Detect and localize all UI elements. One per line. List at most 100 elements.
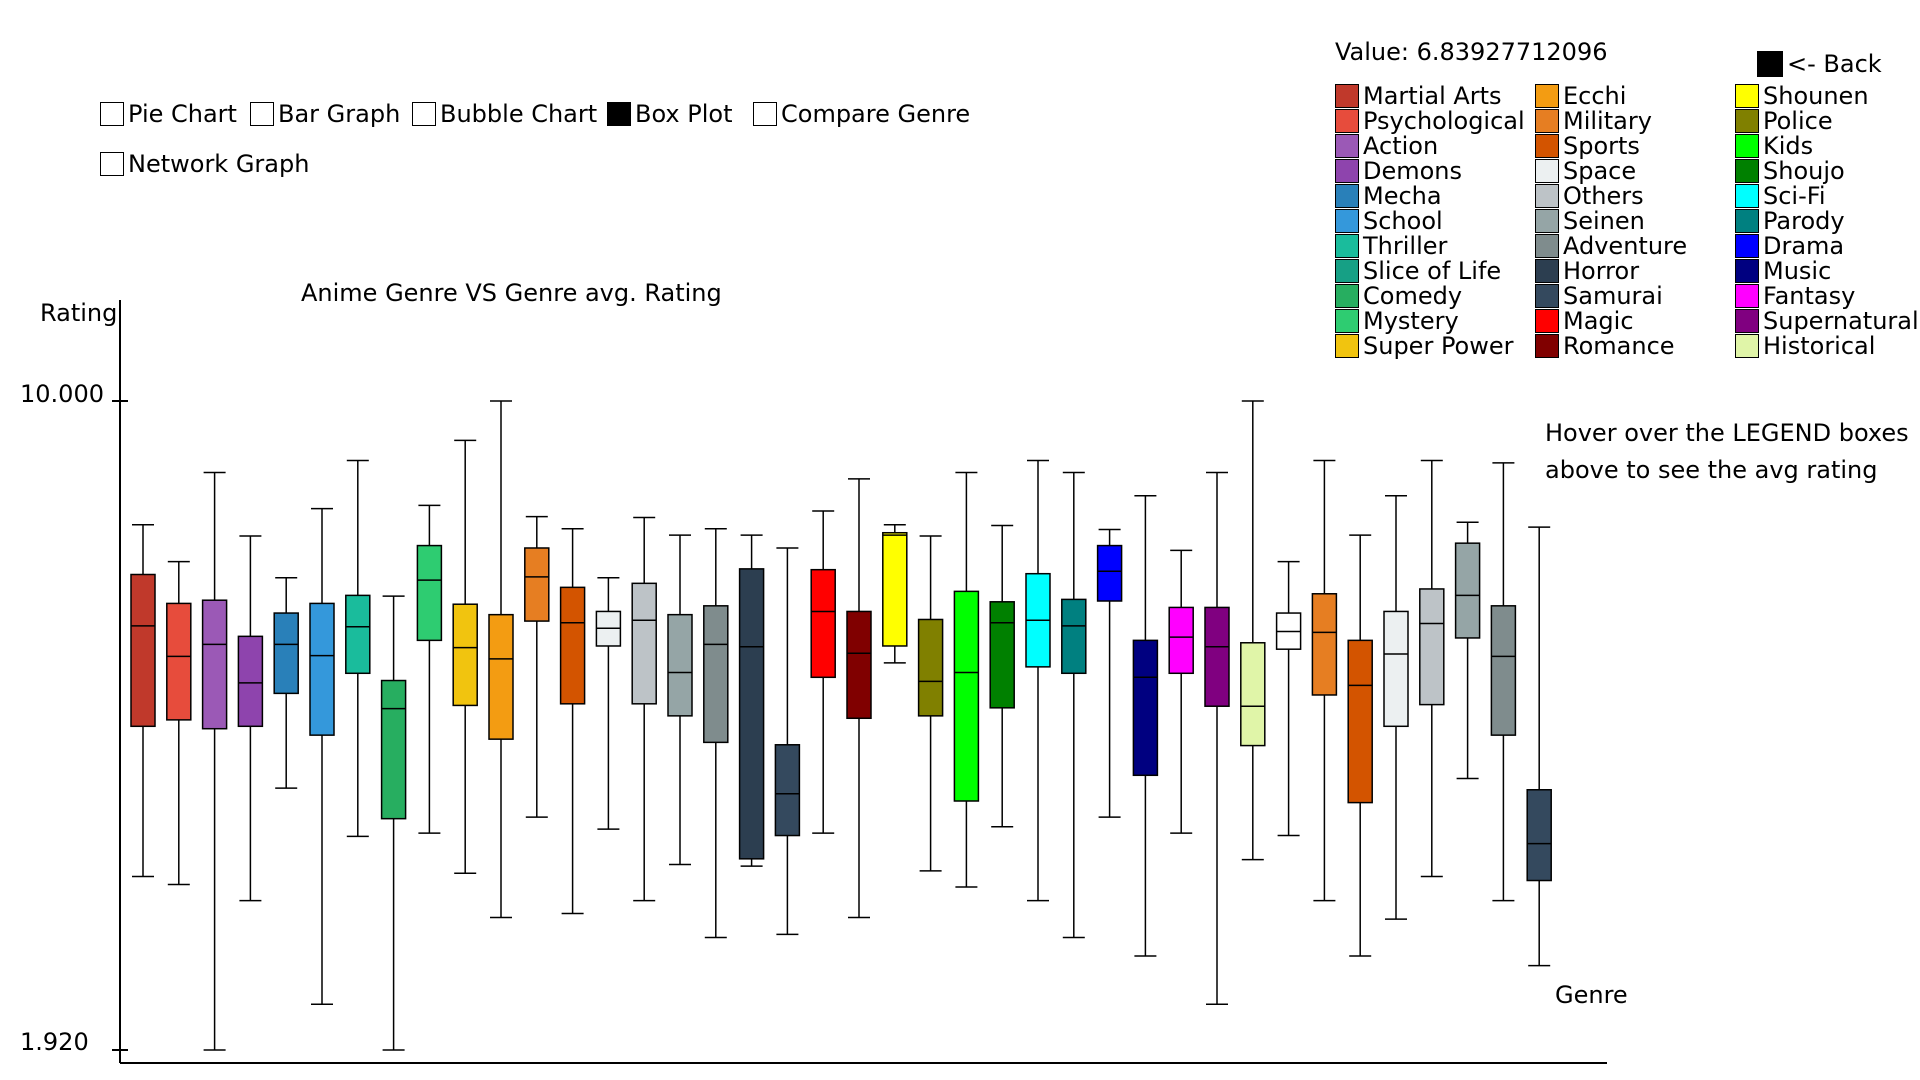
legend-swatch[interactable] — [1735, 208, 1759, 233]
network-graph-checkbox[interactable] — [100, 152, 124, 176]
pie-chart-checkbox[interactable] — [100, 102, 124, 126]
legend-label: Drama — [1763, 231, 1845, 260]
legend-item[interactable]: Shoujo — [1735, 157, 1845, 185]
legend-item[interactable]: Slice of Life — [1335, 256, 1502, 285]
legend-label: Slice of Life — [1363, 256, 1502, 285]
box-iqr — [559, 586, 586, 705]
legend-swatch[interactable] — [1335, 83, 1359, 108]
legend-swatch[interactable] — [1335, 283, 1359, 308]
legend-item[interactable]: Demons — [1335, 157, 1462, 185]
nav-pie-chart[interactable]: Pie Chart — [100, 100, 237, 128]
legend-swatch[interactable] — [1535, 183, 1559, 208]
legend-swatch[interactable] — [1535, 158, 1559, 183]
legend-item[interactable]: Romance — [1535, 332, 1675, 360]
legend-label: Sci-Fi — [1763, 181, 1826, 210]
legend-item[interactable]: Magic — [1535, 307, 1634, 335]
legend-item[interactable]: Comedy — [1335, 282, 1462, 310]
nav-compare-genre[interactable]: Compare Genre — [753, 100, 970, 128]
legend-swatch[interactable] — [1335, 208, 1359, 233]
legend-label: Police — [1763, 106, 1833, 135]
box-iqr — [1061, 598, 1087, 675]
legend-swatch[interactable] — [1735, 133, 1759, 158]
legend-swatch[interactable] — [1735, 258, 1759, 283]
legend-item[interactable]: Supernatural — [1735, 307, 1919, 335]
box-iqr — [130, 573, 156, 728]
legend-item[interactable]: Sci-Fi — [1735, 181, 1826, 210]
legend-item[interactable]: Shounen — [1735, 82, 1869, 110]
legend-item[interactable]: Ecchi — [1535, 82, 1626, 110]
legend-item[interactable]: Horror — [1535, 256, 1640, 285]
legend-swatch[interactable] — [1335, 308, 1359, 333]
legend-item[interactable]: Super Power — [1335, 332, 1514, 360]
nav-box-plot[interactable]: Box Plot — [607, 100, 732, 128]
box-iqr — [1454, 542, 1481, 639]
legend-swatch[interactable] — [1335, 133, 1359, 158]
legend-swatch[interactable] — [1735, 183, 1759, 208]
legend-label: Psychological — [1363, 106, 1525, 135]
legend-swatch[interactable] — [1535, 283, 1559, 308]
legend-item[interactable]: Sports — [1535, 132, 1640, 160]
nav-bar-graph[interactable]: Bar Graph — [250, 100, 400, 128]
legend-swatch[interactable] — [1735, 83, 1759, 108]
legend-swatch[interactable] — [1735, 333, 1759, 358]
compare-genre-checkbox[interactable] — [753, 102, 777, 126]
legend-swatch[interactable] — [1735, 108, 1759, 133]
legend-item[interactable]: Space — [1535, 157, 1636, 185]
legend-swatch[interactable] — [1335, 183, 1359, 208]
legend-item[interactable]: School — [1335, 207, 1443, 235]
legend-swatch[interactable] — [1535, 208, 1559, 233]
legend-item[interactable]: Police — [1735, 106, 1833, 135]
box-iqr — [380, 679, 407, 820]
legend-swatch[interactable] — [1735, 308, 1759, 333]
nav-network-graph[interactable]: Network Graph — [100, 150, 309, 178]
nav-bubble-chart[interactable]: Bubble Chart — [412, 100, 597, 128]
legend-swatch[interactable] — [1735, 233, 1759, 258]
legend-swatch[interactable] — [1535, 133, 1559, 158]
legend-label: Horror — [1563, 256, 1640, 285]
legend-item[interactable]: Fantasy — [1735, 282, 1855, 310]
bar-graph-checkbox[interactable] — [250, 102, 274, 126]
legend-item[interactable]: Action — [1335, 132, 1438, 160]
legend-item[interactable]: Parody — [1735, 207, 1845, 235]
legend-swatch[interactable] — [1535, 108, 1559, 133]
legend-item[interactable]: Others — [1535, 181, 1644, 210]
legend-label: Thriller — [1363, 231, 1448, 260]
legend-item[interactable]: Martial Arts — [1335, 82, 1502, 110]
box-iqr — [201, 599, 228, 730]
legend-label: Others — [1563, 181, 1644, 210]
legend-item[interactable]: Mystery — [1335, 307, 1459, 335]
legend-swatch[interactable] — [1535, 233, 1559, 258]
box-plot-label: Box Plot — [635, 100, 733, 128]
legend-item[interactable]: Drama — [1735, 231, 1845, 260]
legend-item[interactable]: Music — [1735, 257, 1831, 285]
legend-item[interactable]: Thriller — [1335, 231, 1448, 260]
back-button[interactable]: <- Back — [1757, 50, 1882, 78]
legend-swatch[interactable] — [1735, 158, 1759, 183]
legend-swatch[interactable] — [1335, 258, 1359, 283]
legend-item[interactable]: Samurai — [1535, 282, 1663, 310]
legend-label: Military — [1563, 106, 1652, 135]
legend-item[interactable]: Adventure — [1535, 232, 1687, 260]
legend-item[interactable]: Historical — [1735, 332, 1875, 360]
legend-item[interactable]: Mecha — [1335, 181, 1442, 210]
legend-item[interactable]: Psychological — [1335, 106, 1525, 135]
bubble-chart-checkbox[interactable] — [412, 102, 436, 126]
legend-item[interactable]: Military — [1535, 106, 1652, 135]
legend-swatch[interactable] — [1335, 158, 1359, 183]
box-iqr — [738, 568, 765, 860]
legend-item[interactable]: Kids — [1735, 132, 1813, 160]
legend-item[interactable]: Seinen — [1535, 207, 1645, 235]
box-series — [130, 400, 1552, 1051]
legend-swatch[interactable] — [1535, 333, 1559, 358]
legend-swatch[interactable] — [1535, 83, 1559, 108]
legend-swatch[interactable] — [1535, 308, 1559, 333]
box-iqr — [309, 602, 335, 736]
box-plot-checkbox[interactable] — [607, 102, 631, 126]
legend-swatch[interactable] — [1335, 233, 1359, 258]
legend-swatch[interactable] — [1535, 258, 1559, 283]
legend-label: Mecha — [1363, 181, 1442, 210]
legend-swatch[interactable] — [1335, 333, 1359, 358]
box-iqr — [1419, 588, 1445, 706]
legend-swatch[interactable] — [1735, 283, 1759, 308]
legend-swatch[interactable] — [1335, 108, 1359, 133]
